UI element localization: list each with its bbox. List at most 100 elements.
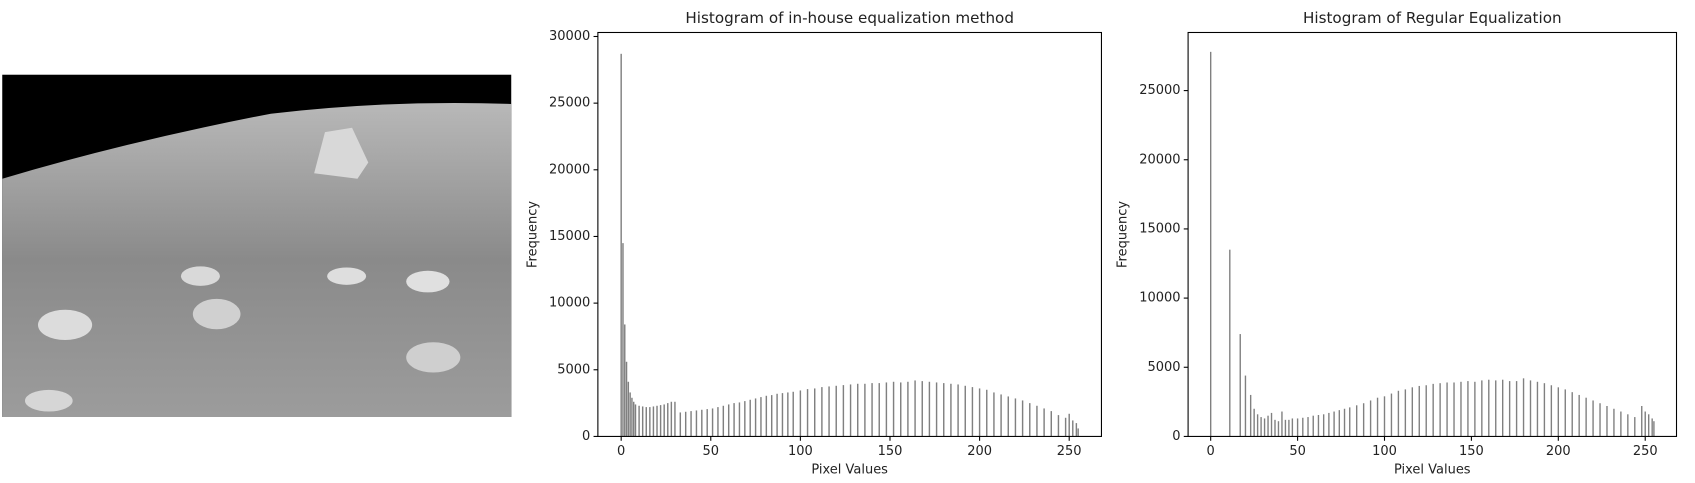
bar [814,388,816,437]
bar [624,324,626,437]
bar [656,405,658,437]
bar [1307,417,1309,437]
y-tick-label: 15000 [549,229,590,244]
bar [1634,417,1636,437]
bar [1515,381,1518,437]
bar [1349,407,1351,437]
y-tick-label: 20000 [549,162,590,177]
bar [885,382,888,437]
bar [1267,415,1269,437]
bar [1064,417,1067,437]
x-tick-label: 150 [878,444,903,459]
bar [684,411,687,437]
bar [1007,396,1009,437]
bar [652,406,655,437]
bar [1288,419,1290,437]
bar [1256,414,1259,437]
bar [1606,405,1608,437]
bar [1369,400,1372,437]
bar [690,411,692,437]
bar [1564,389,1566,437]
bar [1439,383,1441,437]
bar [1627,414,1629,437]
bar [1425,385,1427,437]
bar [900,382,902,437]
bar [765,395,768,437]
bar [1481,380,1483,437]
bar [787,392,789,437]
x-tick-label: 0 [617,444,625,459]
bar [828,386,830,437]
bar [1068,413,1070,437]
bar [1599,403,1601,437]
bar [1072,420,1074,437]
bar [1376,397,1379,437]
bar [667,403,669,437]
y-tick-label: 15000 [1139,221,1180,236]
bar [878,383,880,437]
bar [943,383,945,437]
y-axis-label: Frequency [525,201,540,268]
bar [749,399,751,437]
bar [1653,421,1655,437]
bar [1077,428,1079,437]
bar [1571,392,1573,437]
bar [1390,393,1393,437]
bar [1613,408,1615,437]
y-tick-label: 5000 [557,362,590,377]
bar [1446,382,1448,437]
bar [754,398,757,437]
bar [1522,378,1525,437]
bar [633,401,635,437]
y-tick-label: 10000 [1139,291,1180,306]
bar [1229,249,1231,437]
bar [711,408,714,437]
bar [622,243,624,437]
bar [701,409,703,437]
bar [1209,51,1212,437]
bar [864,383,866,437]
x-tick-label: 200 [1546,444,1571,459]
bar [907,381,909,437]
y-tick-label: 25000 [1139,83,1180,98]
bar [1284,419,1287,437]
bar [1397,390,1400,437]
bar [706,409,708,437]
bar [821,387,823,437]
bar [1014,398,1017,437]
bar [1411,387,1414,437]
bar [1474,381,1476,437]
bar [620,53,622,437]
bar [1644,411,1646,437]
bar [663,404,665,437]
bar [1291,418,1294,437]
bar [717,407,719,437]
bar [659,405,662,437]
moon-photo [2,74,512,417]
bar [1641,405,1643,437]
x-tick-label: 150 [1459,444,1484,459]
bar [1249,394,1252,437]
bar [978,388,981,437]
bar [1281,411,1283,437]
bar [1383,396,1386,437]
bar [1021,400,1024,437]
bar [1432,383,1434,437]
bar [722,405,725,437]
bar [1333,411,1335,437]
plot-frame [1187,31,1678,437]
bar [1239,334,1241,437]
bar [1460,381,1462,437]
bar [993,392,995,437]
bar [744,401,746,437]
bar [631,397,633,437]
bar [670,401,673,437]
bar [1362,403,1365,437]
bar [1467,381,1469,437]
y-tick-label: 20000 [1139,152,1180,167]
bar [738,402,741,437]
bar [842,385,845,437]
bar [1418,385,1420,437]
bar [1302,417,1304,437]
